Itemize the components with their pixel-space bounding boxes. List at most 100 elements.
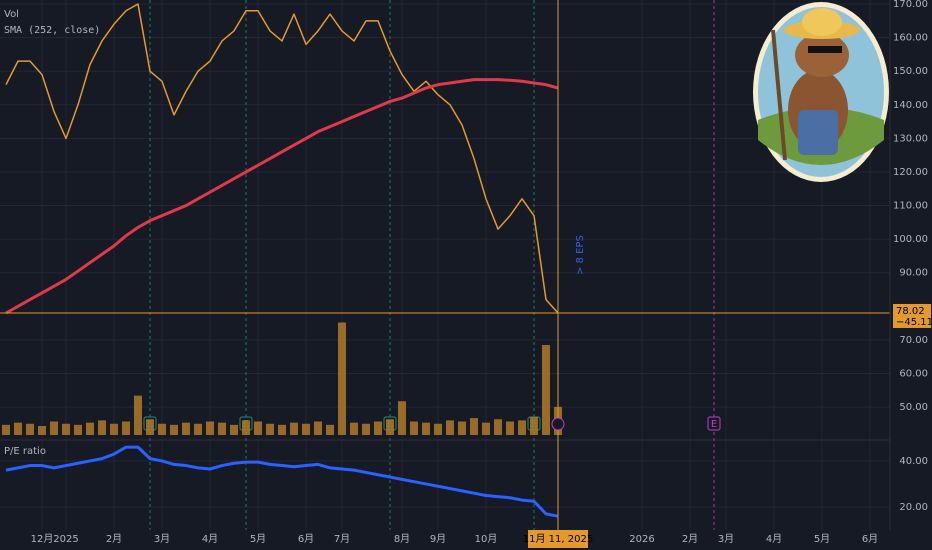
x-tick-label: 6月 — [862, 533, 878, 545]
y-tick-label: 50.00 — [899, 402, 928, 413]
event-icon — [551, 417, 565, 431]
x-tick-label: 10月 — [475, 533, 498, 545]
volume-bar — [254, 421, 262, 435]
price-tag-value: 78.02 — [896, 306, 925, 317]
series-line — [5, 445, 559, 518]
volume-bar — [518, 420, 526, 435]
volume-bar — [230, 424, 238, 435]
avatar-overalls — [798, 110, 838, 155]
volume-bar — [38, 426, 46, 435]
y2-tick-label: 40.00 — [899, 456, 928, 467]
volume-bar — [110, 423, 118, 435]
crosshair-date-box — [528, 530, 588, 548]
volume-bar — [146, 419, 154, 435]
y2-tick-label: 20.00 — [899, 502, 928, 513]
avatar-shovel — [771, 29, 787, 161]
volume-bar — [218, 422, 226, 435]
volume-bar — [86, 422, 94, 435]
volume-bar — [290, 422, 298, 435]
volume-bar — [314, 421, 322, 435]
volume-bar — [266, 423, 274, 435]
volume-bar — [398, 401, 406, 435]
series-line — [5, 78, 559, 315]
volume-bar — [494, 419, 502, 435]
volume-bar — [482, 422, 490, 435]
volume-bar — [134, 395, 142, 435]
avatar-glasses — [808, 46, 842, 53]
volume-bar — [170, 424, 178, 435]
x-tick-label: 2月 — [106, 533, 122, 545]
avatar — [753, 2, 889, 182]
y-tick-label: 120.00 — [893, 167, 928, 178]
volume-bar — [542, 345, 550, 435]
volume-bar — [530, 417, 538, 435]
volume-bar — [326, 424, 334, 435]
earnings-label[interactable]: E — [711, 419, 717, 430]
volume-bar — [14, 422, 22, 435]
volume-bar — [50, 421, 58, 435]
legend-label: P/E ratio — [4, 446, 46, 457]
volume-bar — [362, 423, 370, 435]
avatar-hat — [802, 8, 842, 36]
x-tick-label: 5月 — [814, 533, 830, 545]
volume-bar — [278, 424, 286, 435]
series-line — [5, 3, 559, 314]
volume-bar — [350, 422, 358, 435]
volume-bar — [410, 421, 418, 435]
volume-bar — [194, 423, 202, 435]
y-tick-label: 100.00 — [893, 234, 928, 245]
y-tick-label: 70.00 — [899, 335, 928, 346]
y-tick-label: 110.00 — [893, 201, 928, 212]
volume-bar — [506, 421, 514, 435]
x-tick-label: 12月 — [31, 533, 54, 545]
x-tick-label: 2月 — [682, 533, 698, 545]
y-tick-label: 140.00 — [893, 100, 928, 111]
y-tick-label: 60.00 — [899, 368, 928, 379]
volume-bar — [458, 421, 466, 435]
volume-bar — [374, 421, 382, 435]
volume-bar — [2, 424, 10, 435]
volume-bar — [206, 421, 214, 435]
avatar-head — [795, 33, 849, 77]
volume-bar — [338, 322, 346, 435]
x-tick-label: 7月 — [334, 533, 350, 545]
y-tick-label: 130.00 — [893, 133, 928, 144]
x-tick-label: 8月 — [394, 533, 410, 545]
x-tick-label: 3月 — [154, 533, 170, 545]
x-tick-label: 6月 — [298, 533, 314, 545]
price-tag — [893, 303, 931, 328]
volume-bar — [386, 419, 394, 435]
volume-bar — [122, 421, 130, 435]
volume-bar — [182, 422, 190, 435]
volume-bar — [470, 418, 478, 435]
volume-bar — [62, 423, 70, 435]
volume-bar — [434, 423, 442, 435]
price-axis — [890, 0, 932, 550]
earnings-badge — [707, 416, 721, 431]
annotation: > 8 EPS — [575, 235, 586, 275]
volume-bar — [26, 423, 34, 435]
x-tick-label: 2026 — [629, 534, 654, 545]
legend-label: SMA (252, close) — [4, 25, 100, 36]
volume-bar — [158, 423, 166, 435]
volume-bar — [446, 420, 454, 435]
price-tag-change: −45.11% — [896, 317, 932, 328]
y-tick-label: 160.00 — [893, 33, 928, 44]
y-tick-label: 170.00 — [893, 0, 928, 10]
y-tick-label: 150.00 — [893, 66, 928, 77]
x-tick-label: 9月 — [430, 533, 446, 545]
x-tick-label: 4月 — [202, 533, 218, 545]
volume-bar — [302, 423, 310, 435]
volume-bar — [242, 420, 250, 435]
x-tick-label: 5月 — [250, 533, 266, 545]
volume-bar — [98, 420, 106, 435]
volume-bar — [74, 424, 82, 435]
legend-label: Vol — [4, 9, 19, 20]
x-tick-label: 4月 — [766, 533, 782, 545]
x-tick-label: 3月 — [718, 533, 734, 545]
y-tick-label: 90.00 — [899, 268, 928, 279]
crosshair-date: 11月 11, 2025 — [523, 533, 593, 545]
volume-bar — [422, 422, 430, 435]
x-tick-label: 2025 — [53, 534, 78, 545]
